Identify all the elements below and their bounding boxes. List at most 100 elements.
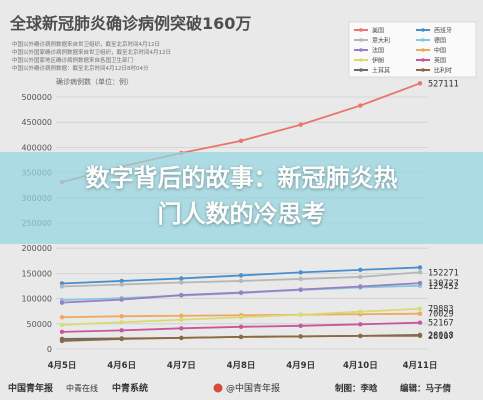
legend-label: 法国: [372, 47, 384, 55]
end-value-label: 26107: [428, 332, 454, 342]
footer-weibo: @中国青年报: [226, 382, 280, 394]
legend-marker: [421, 68, 425, 72]
y-axis-label: 确诊病例数（单位：例）: [56, 77, 133, 86]
data-point: [179, 326, 184, 331]
data-point: [358, 103, 363, 108]
y-tick-label: 50000: [27, 320, 52, 329]
end-value-label: 70029: [428, 310, 454, 320]
data-point: [417, 280, 423, 286]
legend-marker: [359, 58, 363, 62]
legend-marker: [359, 28, 363, 32]
end-value-label: 527111: [428, 79, 459, 89]
data-point: [119, 320, 124, 325]
footer: 中国青年报 中青在线 中青系统 @中国青年报 制图：李晗 编辑：马子倩: [8, 382, 452, 394]
legend-marker: [359, 48, 363, 52]
legend-label: 西班牙: [434, 27, 452, 35]
data-point: [298, 270, 303, 275]
legend-label: 德国: [434, 37, 446, 45]
weibo-icon: [213, 383, 223, 393]
data-point: [238, 290, 244, 295]
data-point: [119, 314, 124, 319]
data-point: [358, 322, 363, 327]
data-point: [358, 333, 363, 339]
x-tick-label: 4月11日: [403, 361, 438, 371]
footer-credit-edit: 编辑：马子倩: [400, 383, 452, 394]
data-point: [417, 270, 423, 275]
data-point: [59, 322, 65, 328]
note-line: 中国以外国家地区确诊病例数据来自各国卫生部门: [12, 56, 133, 64]
data-point: [179, 276, 184, 281]
data-point: [179, 280, 184, 285]
x-tick-labels: 4月5日 4月6日 4月7日 4月8日 4月9日 4月10日 4月11日: [48, 361, 438, 371]
legend-label: 意大利: [372, 37, 390, 45]
y-tick-label: 450000: [21, 118, 52, 127]
x-tick-label: 4月8日: [227, 361, 256, 371]
data-point: [358, 274, 363, 280]
data-point: [238, 334, 244, 340]
data-point: [417, 320, 423, 325]
legend-marker: [359, 38, 363, 42]
data-point: [238, 278, 244, 284]
end-value-label: 28018: [428, 331, 454, 341]
x-tick-label: 4月6日: [107, 361, 136, 371]
data-point: [238, 273, 244, 278]
series-lines: [59, 81, 423, 344]
data-point: [119, 278, 124, 284]
data-point: [59, 284, 65, 289]
x-tick-label: 4月5日: [48, 361, 77, 371]
legend-label: 伊朗: [372, 57, 384, 65]
data-point: [298, 276, 303, 282]
data-point: [179, 313, 184, 318]
data-point: [358, 267, 363, 273]
end-value-label: 79883: [428, 305, 454, 315]
data-point: [298, 122, 303, 127]
data-point: [417, 265, 423, 270]
data-point: [119, 336, 124, 342]
data-point: [417, 306, 423, 311]
legend-marker: [359, 68, 363, 72]
data-point: [59, 329, 65, 335]
data-point: [417, 81, 423, 86]
legend-box: [348, 21, 477, 78]
data-point: [298, 312, 303, 317]
y-tick-label: 100000: [21, 295, 52, 304]
legend-label: 土耳其: [372, 67, 390, 75]
note-line: 中国以外确诊病例数据来自世卫组织，截至北京时间4月12日: [12, 40, 160, 48]
legend-marker: [421, 38, 425, 42]
legend-marker: [421, 28, 425, 32]
data-point: [119, 297, 124, 302]
data-point: [417, 311, 423, 316]
data-point: [59, 315, 65, 320]
legend-marker: [421, 58, 425, 62]
data-point: [119, 328, 124, 333]
data-point: [238, 138, 244, 144]
end-value-label: 125452: [428, 282, 459, 292]
footer-logo-youth: 中青在线: [66, 383, 98, 393]
x-tick-label: 4月7日: [167, 361, 196, 371]
data-point: [238, 315, 244, 320]
end-value-label: 130727: [428, 279, 459, 289]
data-point: [59, 300, 65, 305]
legend-label: 英国: [434, 57, 446, 65]
y-tick-label: 400000: [21, 143, 52, 152]
headline-line-1: 数字背后的故事：新冠肺炎热: [85, 164, 398, 192]
headline-overlay: [0, 152, 483, 244]
legend-label: 中国: [434, 47, 446, 55]
headline-line-2: 门人数的冷思考: [157, 200, 326, 228]
x-tick-label: 4月9日: [286, 361, 315, 371]
footer-logo-cyol: 中国青年报: [8, 382, 53, 394]
legend-marker: [421, 48, 425, 52]
legend-label: 比利时: [434, 67, 452, 75]
header-notes: 中国以外确诊病例数据来自世卫组织，截至北京时间4月12日 中国以外国家确诊病例数…: [12, 40, 171, 72]
data-point: [358, 309, 363, 314]
headline-text: 数字背后的故事：新冠肺炎热 门人数的冷思考: [0, 160, 483, 232]
data-point: [59, 281, 65, 286]
y-tick-label: 200000: [21, 244, 52, 253]
data-point: [298, 287, 303, 292]
data-point: [238, 324, 244, 330]
chart-title: 全球新冠肺炎确诊病例突破160万: [9, 14, 251, 33]
data-point: [417, 333, 423, 339]
